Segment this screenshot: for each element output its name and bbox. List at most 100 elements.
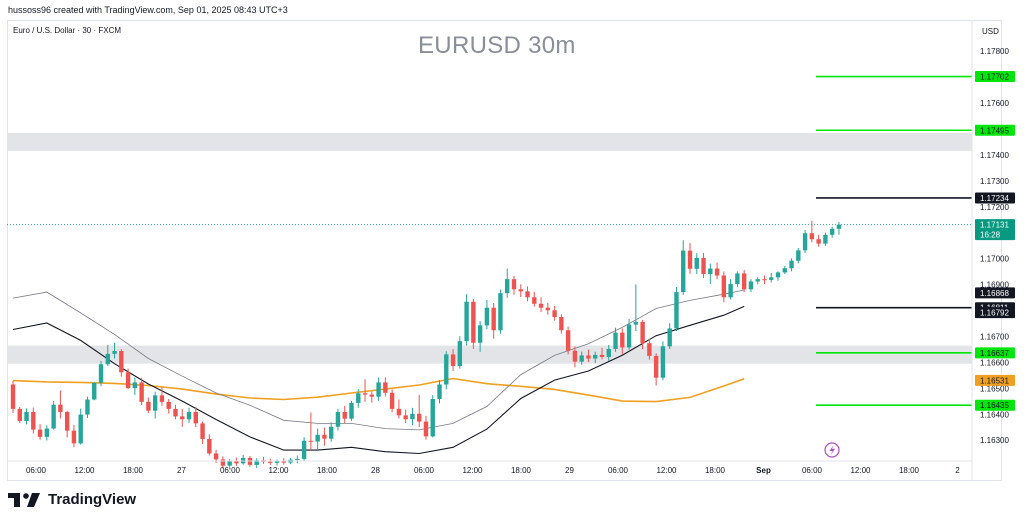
y-tick-label: 1.17400 — [980, 151, 1009, 160]
candle — [538, 297, 544, 313]
candle — [180, 408, 185, 427]
candle — [762, 275, 767, 285]
candle — [335, 408, 341, 431]
candle — [464, 294, 469, 346]
candle-body — [613, 332, 618, 349]
candle-body — [653, 355, 659, 378]
x-tick-label: 12:00 — [74, 466, 95, 475]
candle — [322, 427, 327, 446]
candle-body — [735, 273, 740, 285]
x-tick-label: 06:00 — [220, 466, 241, 475]
candle — [545, 303, 551, 315]
candle — [44, 425, 50, 441]
level-tag-5-bg — [975, 399, 1015, 411]
candle-body — [78, 414, 83, 444]
zone-0 — [8, 132, 972, 152]
candle — [71, 424, 77, 448]
candle-body — [565, 330, 571, 351]
candle — [159, 387, 165, 406]
candle-body — [769, 277, 774, 280]
candle — [518, 284, 523, 298]
candle-body — [389, 392, 395, 409]
candle-body — [423, 421, 429, 437]
candle — [356, 389, 361, 408]
candle-body — [356, 393, 361, 403]
candle — [417, 394, 422, 428]
chart-title: EURUSD 30m — [418, 32, 576, 59]
candle-body — [274, 461, 280, 463]
candle-body — [559, 317, 564, 331]
candle — [437, 380, 442, 404]
level-tag-5: 1.16435 — [975, 399, 1015, 411]
candle — [240, 454, 246, 465]
candle — [268, 458, 273, 465]
tradingview-logo[interactable]: TradingView — [8, 491, 136, 508]
candle — [559, 314, 564, 334]
candle-body — [640, 321, 645, 344]
candle-body — [593, 354, 598, 359]
lightning-icon[interactable] — [824, 442, 840, 458]
candle-body — [464, 301, 469, 342]
candle — [308, 412, 314, 451]
candle — [17, 407, 22, 424]
candle — [37, 424, 43, 440]
candle — [714, 262, 720, 280]
candle-body — [152, 395, 158, 411]
candle-body — [511, 279, 517, 290]
candle — [660, 341, 666, 381]
candle-body — [383, 382, 388, 393]
x-tick-label: 28 — [371, 466, 380, 475]
candle — [173, 404, 178, 420]
candle — [471, 298, 476, 349]
candle — [681, 240, 686, 295]
candle-body — [308, 440, 314, 442]
candle-body — [538, 303, 544, 308]
candle-body — [599, 354, 605, 357]
candle-body — [714, 268, 720, 276]
candle-body — [119, 351, 124, 373]
candle — [674, 286, 679, 332]
y-tick-label: 1.17800 — [980, 47, 1009, 56]
x-tick-label: 06:00 — [608, 466, 629, 475]
candle-body — [829, 228, 835, 235]
candle — [85, 396, 90, 418]
candle-body — [369, 394, 375, 397]
last-price-bg — [975, 219, 1015, 241]
candle-body — [10, 384, 16, 409]
candle — [261, 456, 266, 464]
candle-body — [207, 438, 212, 454]
candle-body — [660, 346, 666, 378]
candle — [633, 284, 639, 332]
level-tag-1-bg — [975, 124, 1015, 136]
y-tick-label: 1.16400 — [980, 410, 1009, 419]
candle — [599, 347, 605, 360]
candle-body — [92, 382, 97, 400]
candle — [125, 368, 131, 389]
x-tick-label: 18:00 — [123, 466, 144, 475]
candle — [586, 349, 591, 363]
candle-body — [71, 430, 77, 444]
candle-body — [809, 233, 815, 240]
candle — [112, 342, 117, 359]
candle — [98, 360, 104, 387]
candle-body — [193, 411, 198, 424]
axis-tag-0-bg — [975, 287, 1015, 299]
candle — [166, 399, 171, 414]
candle-body — [471, 301, 476, 343]
y-tick-label: 1.17300 — [980, 177, 1009, 186]
candle — [315, 428, 320, 450]
candle — [687, 242, 693, 274]
candle-body — [687, 250, 693, 269]
x-tick-label: 12:00 — [850, 466, 871, 475]
candle — [220, 456, 226, 469]
candle — [200, 421, 205, 444]
candle — [735, 271, 740, 287]
candle — [620, 328, 625, 355]
y-tick-label: 1.16300 — [980, 436, 1009, 445]
candle — [769, 272, 774, 283]
candle-body — [125, 372, 131, 389]
candle — [701, 252, 706, 279]
symbol-label[interactable]: Euro / U.S. Dollar · 30 · FXCM — [13, 26, 122, 35]
candle — [579, 351, 584, 365]
